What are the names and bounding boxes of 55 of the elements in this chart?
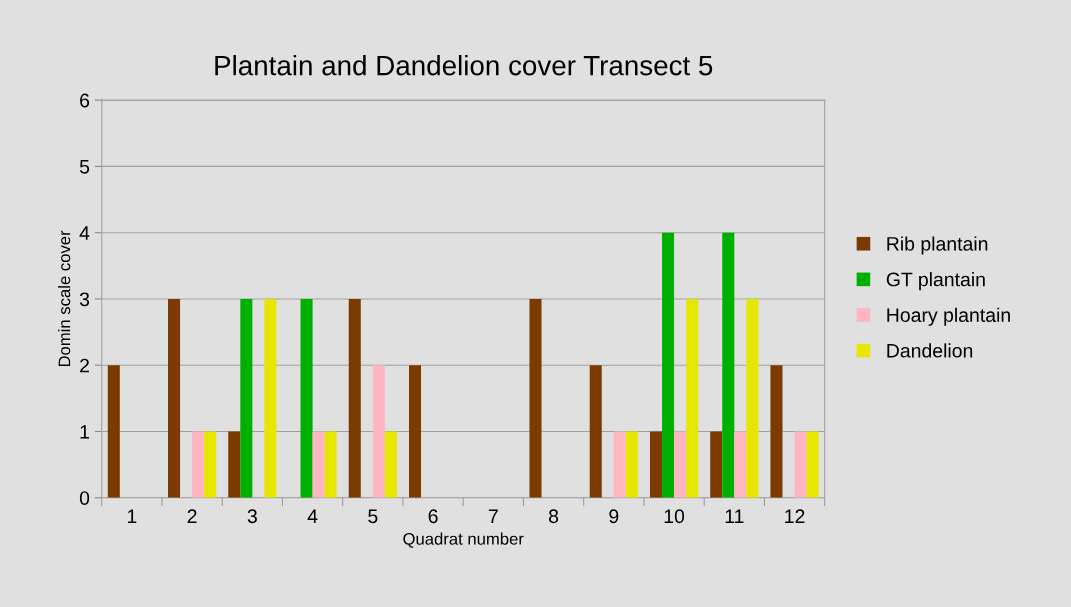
x-tick-label: 6 [428, 509, 438, 524]
legend-label: GT plantain [886, 272, 985, 291]
x-tick-label: 9 [609, 509, 619, 524]
x-tick-label: 4 [307, 509, 318, 523]
bar [662, 232, 675, 498]
chart-title: Plantain and Dandelion cover Transect 5 [215, 55, 713, 76]
bar [384, 431, 397, 498]
y-tick-label: 6 [80, 93, 90, 108]
x-tick-label: 3 [247, 509, 257, 524]
bar [312, 431, 325, 498]
bar [408, 365, 422, 498]
bar [686, 298, 699, 498]
bar [529, 298, 542, 498]
y-tick-label: 3 [79, 292, 90, 307]
y-tick-label: 4 [79, 226, 90, 240]
bar [372, 365, 385, 498]
bar [204, 431, 217, 498]
y-axis-title: Domin scale cover [58, 230, 71, 367]
x-tick-label: 10 [664, 509, 685, 524]
bar [734, 431, 747, 498]
y-tick-label: 0 [79, 491, 90, 505]
x-tick-label: 1 [127, 509, 137, 523]
bar [240, 298, 253, 498]
legend-label: Rib plantain [887, 236, 988, 255]
bar [324, 431, 337, 498]
x-tick-label: 5 [368, 509, 378, 524]
bar [674, 431, 687, 498]
bar [746, 298, 759, 498]
y-tick-label: 2 [80, 358, 89, 373]
x-axis-title: Quadrat number [403, 532, 524, 548]
bar [770, 365, 783, 498]
bar [806, 431, 819, 498]
bar [300, 298, 313, 498]
bar [228, 431, 241, 498]
legend-label: Dandelion [887, 343, 973, 358]
bar [613, 431, 626, 498]
x-tick-label: 12 [785, 509, 805, 523]
bar [589, 365, 602, 498]
bar [794, 431, 807, 498]
bar [168, 298, 181, 498]
bar [192, 431, 205, 498]
x-tick-label: 2 [187, 509, 197, 523]
bar [107, 365, 120, 498]
x-tick-label: 7 [488, 509, 498, 523]
bar [625, 431, 638, 498]
bar [348, 298, 361, 498]
bar [264, 298, 277, 498]
legend-label: Hoary plantain [887, 307, 1010, 326]
bar [710, 431, 723, 498]
y-tick-label: 5 [79, 160, 90, 174]
x-tick-label: 8 [549, 509, 559, 524]
y-tick-label: 1 [80, 425, 89, 439]
bar [722, 232, 735, 498]
x-tick-label: 11 [725, 509, 744, 523]
bar [649, 431, 663, 498]
